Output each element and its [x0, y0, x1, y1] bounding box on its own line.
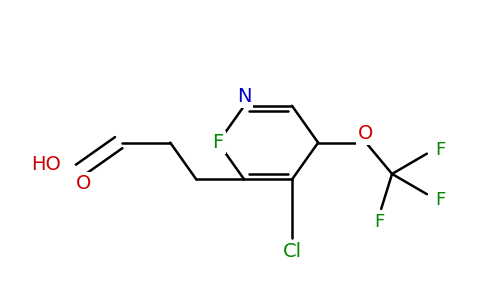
Text: N: N: [237, 87, 251, 106]
Text: F: F: [212, 133, 224, 152]
Text: F: F: [374, 213, 384, 231]
Text: HO: HO: [31, 155, 61, 174]
Text: O: O: [76, 174, 91, 193]
Text: O: O: [358, 124, 374, 143]
Text: F: F: [435, 191, 445, 209]
Text: Cl: Cl: [283, 242, 302, 261]
Text: F: F: [435, 141, 445, 159]
